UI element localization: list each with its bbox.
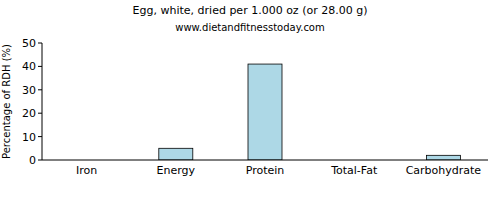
- y-tick-label: 50: [22, 37, 36, 50]
- y-tick: [38, 136, 42, 137]
- y-tick: [38, 113, 42, 114]
- x-tick-label: Protein: [246, 164, 285, 177]
- x-tick-label: Energy: [157, 164, 196, 177]
- bars: [159, 64, 461, 160]
- y-tick: [38, 160, 42, 161]
- y-tick-label: 0: [29, 154, 36, 167]
- bar: [159, 148, 193, 160]
- y-tick-label: 10: [22, 131, 36, 144]
- x-axis: [42, 160, 488, 161]
- chart-svg: Egg, white, dried per 1.000 oz (or 28.00…: [0, 0, 500, 200]
- chart-container: Egg, white, dried per 1.000 oz (or 28.00…: [0, 0, 500, 200]
- y-tick-label: 20: [22, 107, 36, 120]
- y-tick: [38, 43, 42, 44]
- y-tick-label: 30: [22, 84, 36, 97]
- y-axis-label: Percentage of RDH (%): [1, 44, 12, 159]
- y-tick: [38, 89, 42, 90]
- x-tick-label: Carbohydrate: [406, 164, 482, 177]
- y-tick-label: 40: [22, 60, 36, 73]
- title: Egg, white, dried per 1.000 oz (or 28.00…: [133, 4, 368, 17]
- x-tick-label: Iron: [76, 164, 97, 177]
- y-tick: [38, 66, 42, 67]
- bar: [248, 64, 282, 160]
- subtitle: www.dietandfitnesstoday.com: [175, 22, 324, 33]
- x-tick-label: Total-Fat: [330, 164, 378, 177]
- bar: [426, 155, 460, 160]
- y-axis: [42, 43, 43, 160]
